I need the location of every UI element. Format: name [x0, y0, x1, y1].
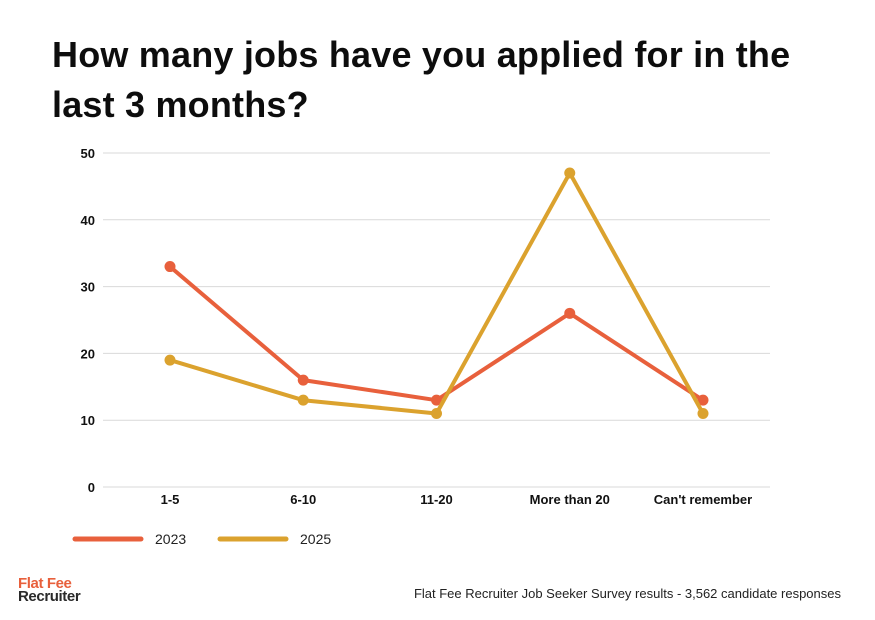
- y-tick-label: 10: [81, 413, 95, 428]
- legend-item-2023: 2023: [72, 531, 186, 547]
- data-point-2025: [164, 354, 176, 366]
- series: [164, 167, 709, 420]
- series-line-2025: [168, 171, 705, 416]
- x-tick-label: 1-5: [161, 492, 180, 507]
- x-tick-label: 6-10: [290, 492, 316, 507]
- y-tick-label: 20: [81, 346, 95, 361]
- x-tick-label: Can't remember: [654, 492, 752, 507]
- y-axis-ticks: 0 10 20 30 40 50: [81, 146, 95, 495]
- series-2025: [164, 167, 709, 420]
- data-point-2025: [564, 167, 576, 179]
- data-point-2023: [431, 394, 442, 406]
- data-point-2023: [297, 374, 309, 386]
- brand-logo: Flat Fee Recruiter: [18, 575, 81, 605]
- y-tick-label: 40: [81, 213, 95, 228]
- y-tick-label: 50: [81, 146, 95, 161]
- chart-title: How many jobs have you applied for in th…: [52, 34, 791, 125]
- data-point-2023: [564, 307, 576, 319]
- data-point-2025: [431, 408, 442, 420]
- x-axis-ticks: 1-5 6-10 11-20 More than 20 Can't remember: [161, 492, 753, 507]
- gridlines: [103, 152, 770, 488]
- data-point-2025: [297, 394, 309, 406]
- logo-line-2: Recruiter: [18, 588, 81, 605]
- data-point-2025: [697, 408, 709, 420]
- legend: 2023 2025: [72, 531, 331, 547]
- legend-label: 2025: [300, 531, 331, 547]
- logo-line-1: Flat Fee: [18, 575, 72, 592]
- legend-item-2025: 2025: [217, 531, 331, 547]
- data-point-2023: [164, 261, 176, 273]
- legend-label: 2023: [155, 531, 186, 547]
- y-tick-label: 0: [88, 480, 95, 495]
- y-tick-label: 30: [81, 280, 95, 295]
- series-2023: [164, 261, 709, 406]
- x-tick-label: More than 20: [530, 492, 610, 507]
- x-tick-label: 11-20: [420, 492, 453, 507]
- data-point-2023: [697, 394, 709, 406]
- source-note: Flat Fee Recruiter Job Seeker Survey res…: [413, 586, 841, 601]
